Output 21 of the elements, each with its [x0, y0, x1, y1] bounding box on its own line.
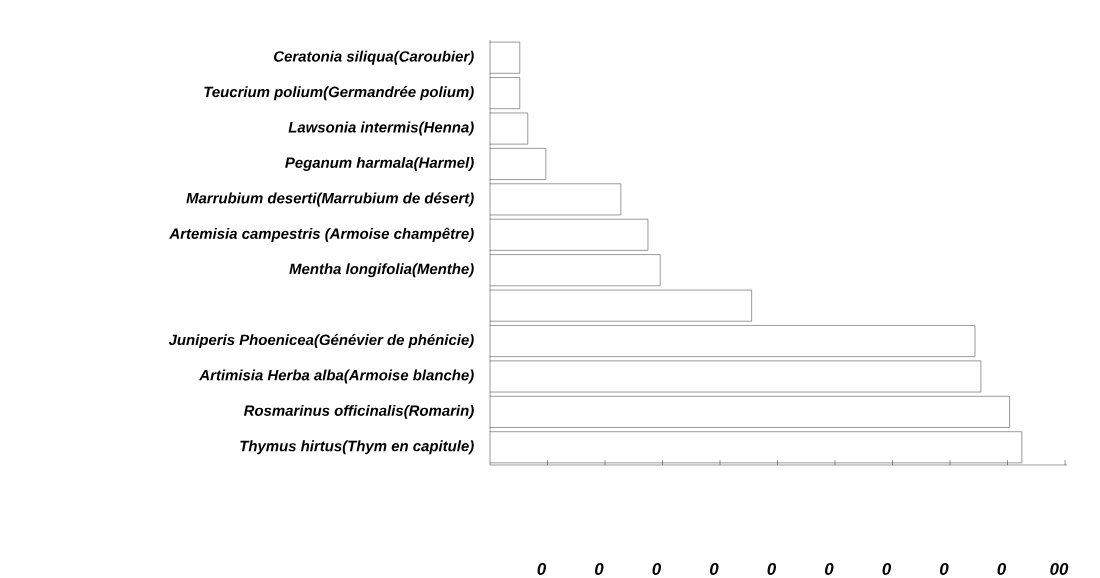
y-tick-label: Marrubium deserti(Marrubium de désert)	[186, 192, 474, 207]
text: 0	[710, 562, 719, 575]
text: 00	[1050, 562, 1069, 575]
y-tick-label: Artemisia campestris (Armoise champêtre)	[169, 227, 474, 242]
text: 0	[882, 562, 892, 575]
y-tick-label: Mentha longifolia(Menthe)	[289, 263, 474, 278]
text: 0	[537, 562, 547, 575]
text: 0	[825, 562, 834, 575]
text: 0	[940, 562, 949, 575]
y-tick-label: Teucrium polium(Germandrée polium)	[204, 85, 474, 100]
y-tick-label: Peganum harmala(Harmel)	[285, 156, 474, 171]
y-tick-label: Lawsonia intermis(Henna)	[288, 121, 474, 136]
text: 0	[652, 562, 662, 575]
y-tick-label: Thymus hirtus(Thym en capitule)	[240, 440, 474, 455]
y-tick-label: Artimisia Herba alba(Armoise blanche)	[199, 369, 474, 384]
text: 0	[595, 562, 604, 575]
text: 0	[997, 562, 1007, 575]
text: 0	[767, 562, 777, 575]
y-tick-label: Ceratonia siliqua(Caroubier)	[274, 50, 474, 65]
y-tick-label: Juniperis Phoenicea(Génévier de phénicie)	[168, 333, 474, 348]
y-tick-label: Rosmarinus officinalis(Romarin)	[243, 404, 474, 419]
